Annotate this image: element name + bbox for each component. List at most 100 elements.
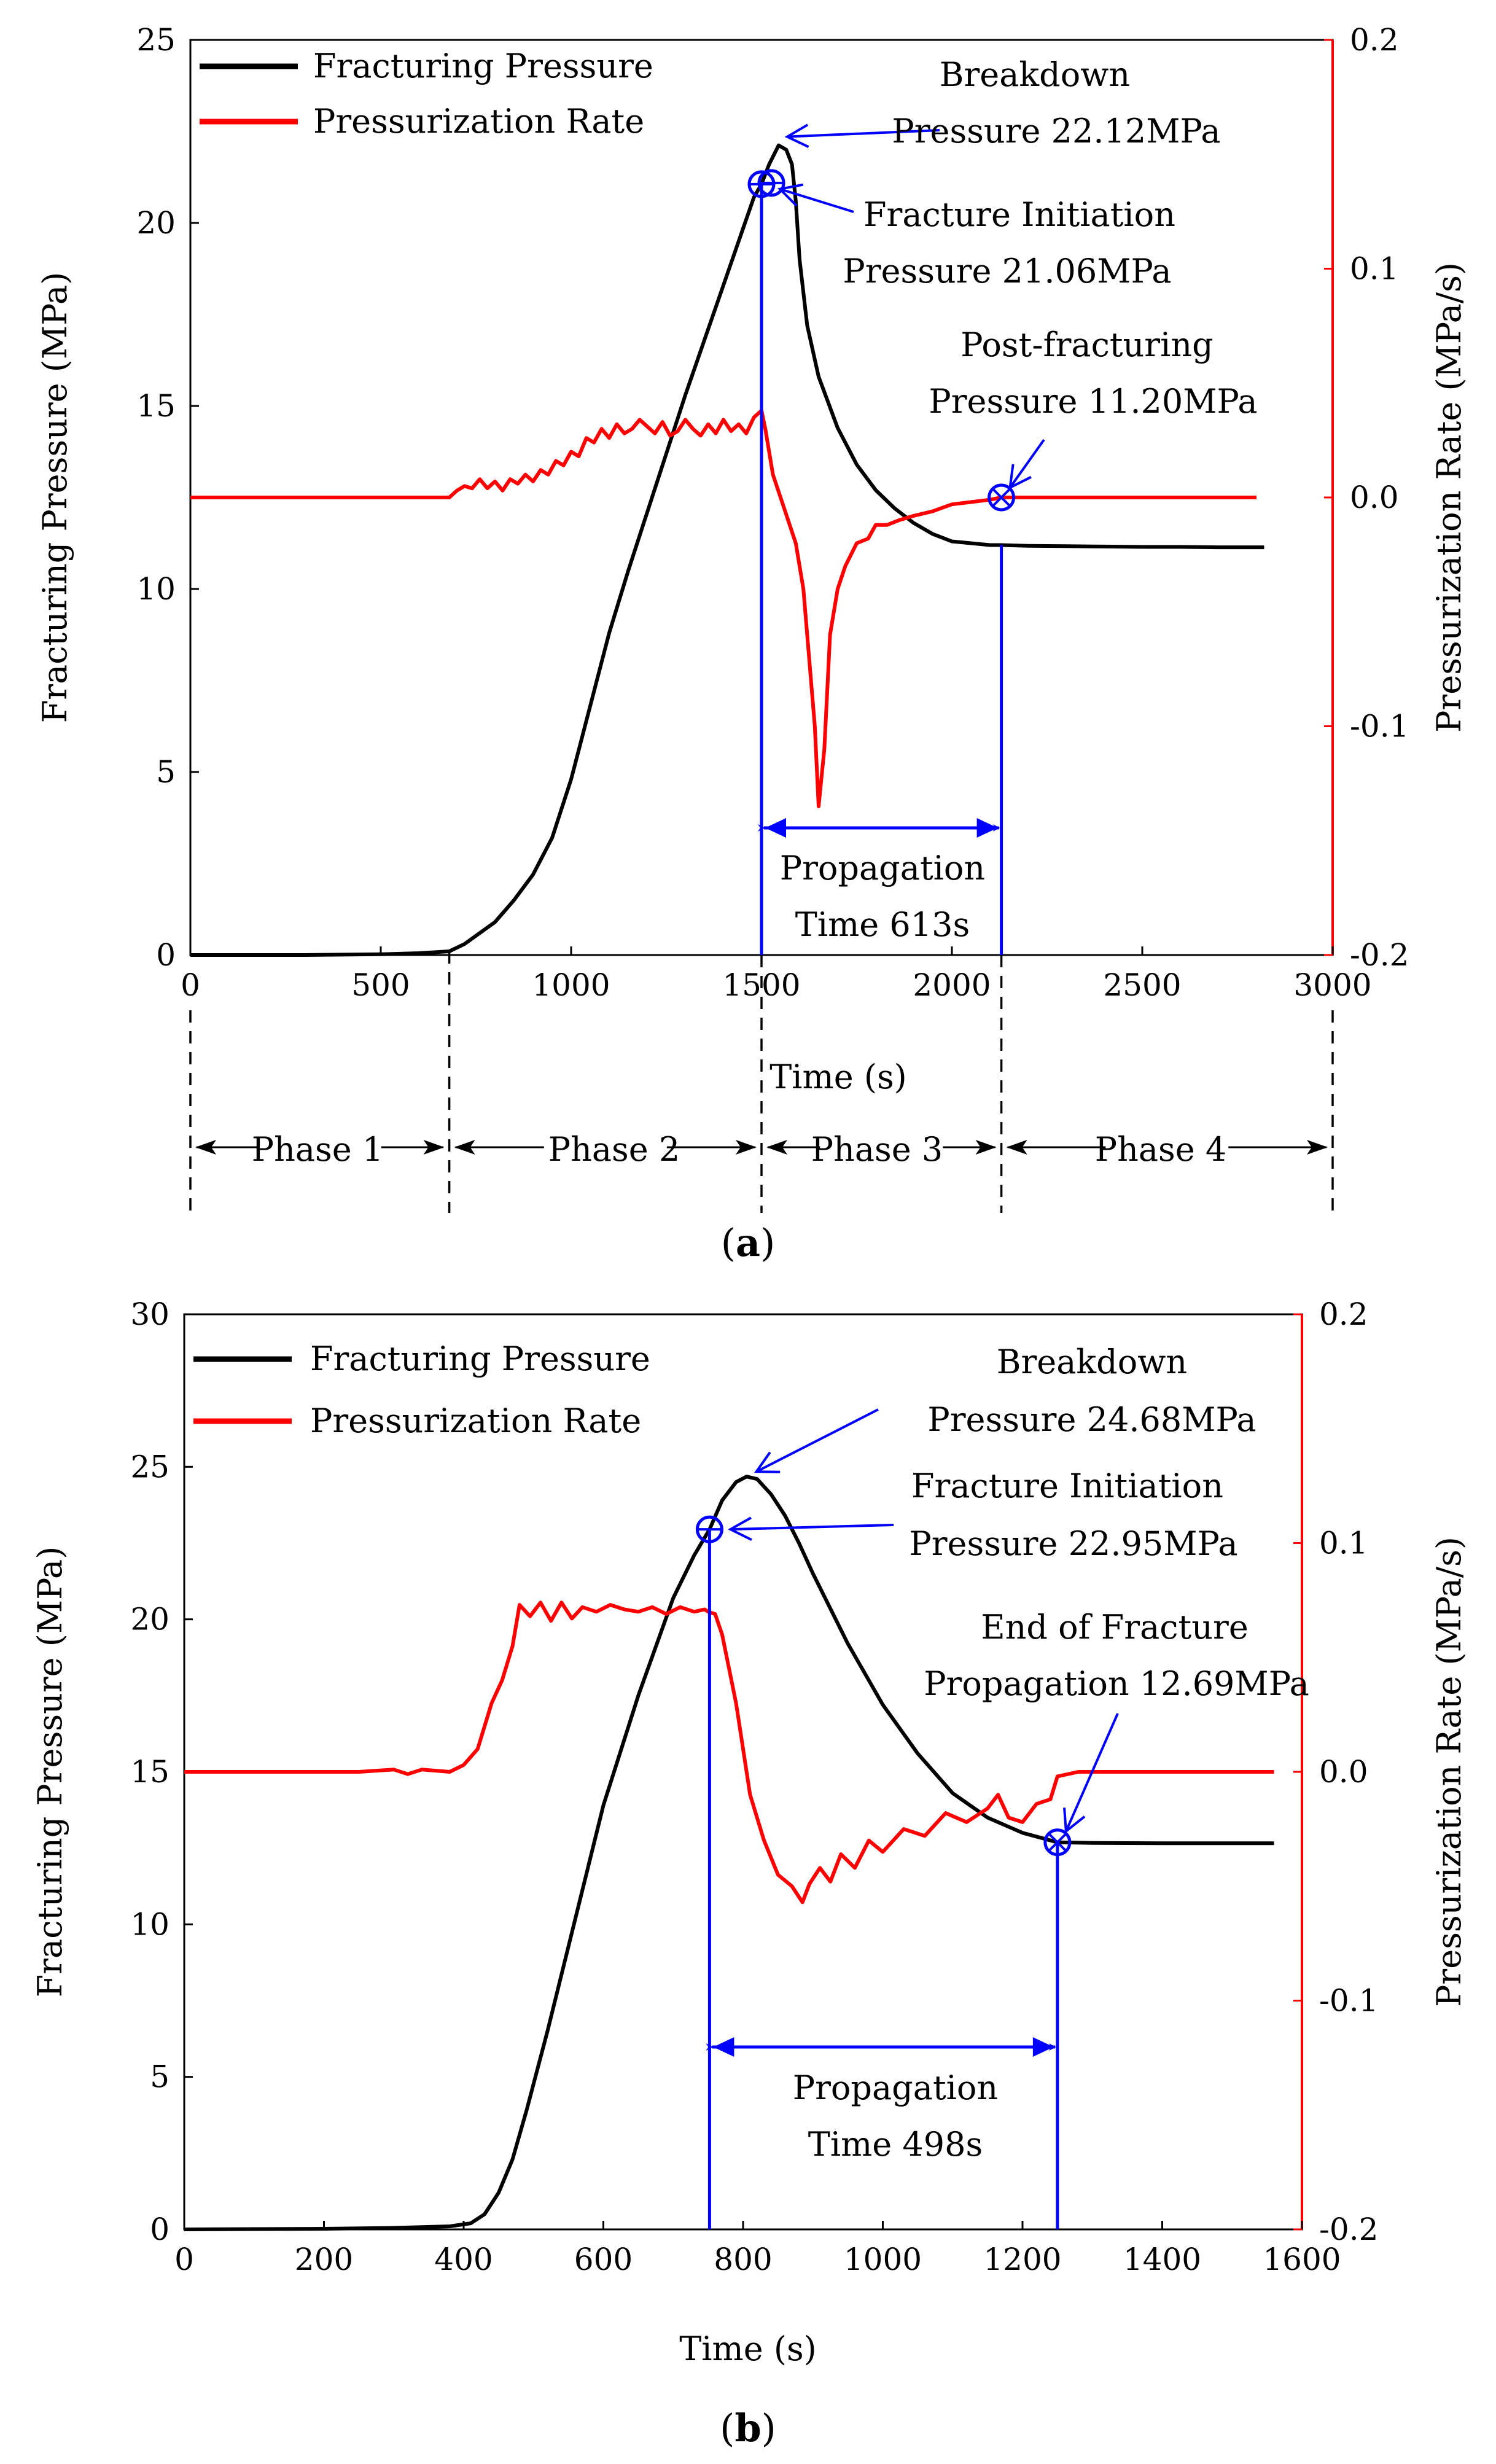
y2-tick-label-a: -0.1 <box>1350 709 1409 744</box>
y2-axis-label-a: Pressurization Rate (MPa/s) <box>1430 262 1468 733</box>
legend-label-pressure-b: Fracturing Pressure <box>310 1339 650 1378</box>
caption-a: (a) <box>721 1220 776 1265</box>
initiation-pointer-b <box>730 1525 894 1529</box>
x-tick-label-b: 0 <box>174 2242 194 2277</box>
y-axis-label-b: Fracturing Pressure (MPa) <box>31 1546 69 1998</box>
y-axis-label-a: Fracturing Pressure (MPa) <box>36 272 74 723</box>
x-tick-label-a: 500 <box>351 967 410 1003</box>
end-label-line2-b: Propagation 12.69MPa <box>924 1664 1309 1703</box>
pressure-line-a <box>190 143 1264 957</box>
end-marker-b <box>1043 1828 1072 1857</box>
y2-tick-label-b: 0.2 <box>1319 1296 1368 1332</box>
phase-1-label: Phase 1 <box>252 1130 384 1169</box>
y-tick-label-a: 15 <box>136 388 176 424</box>
end-pointer-a <box>1010 439 1045 488</box>
x-tick-label-b: 1000 <box>844 2242 922 2277</box>
x-tick-label-b: 800 <box>714 2242 772 2277</box>
phase-2-label: Phase 2 <box>548 1130 680 1169</box>
end-label-line1-b: End of Fracture <box>981 1608 1249 1647</box>
end-marker-a-cross2 <box>992 488 1011 507</box>
phase-3-label: Phase 3 <box>811 1130 943 1169</box>
panel-b: 0 200 400 600 800 1000 1200 1400 1600 0 5 10 15 20 25 3… <box>31 1296 1468 2450</box>
x-tick-label-a: 2000 <box>913 967 991 1003</box>
breakdown-label-line1-b: Breakdown <box>997 1343 1187 1381</box>
propagation-arrowhead-left-a <box>765 818 786 838</box>
initiation-label-line2-a: Pressure 21.06MPa <box>843 252 1171 290</box>
y2-tick-label-a: -0.2 <box>1350 937 1409 973</box>
y-tick-label-b: 15 <box>130 1754 169 1790</box>
annotations-b <box>695 1408 1119 2229</box>
caption-b: (b) <box>720 2406 776 2450</box>
y2-tick-label-a: 0.1 <box>1350 251 1399 287</box>
x-tick-label-b: 600 <box>574 2242 633 2277</box>
y-tick-label-a: 20 <box>136 205 176 241</box>
y2-tick-label-b: -0.1 <box>1319 1983 1378 2019</box>
x-tick-label-a: 0 <box>181 967 200 1003</box>
x-tick-label-a: 2500 <box>1103 967 1181 1003</box>
rate-line-a <box>190 408 1256 808</box>
y-tick-label-b: 0 <box>150 2212 169 2247</box>
axes-a: 0 500 1000 1500 2000 2500 30000510152025-0.2-0… <box>136 22 1409 1003</box>
series-a <box>190 143 1264 957</box>
y-tick-label-b: 25 <box>130 1449 169 1484</box>
y-tick-label-b: 10 <box>130 1906 169 1942</box>
initiation-label-line2-b: Pressure 22.95MPa <box>909 1524 1237 1563</box>
annotations-a <box>747 130 1045 955</box>
axes-b: 0 200 400 600 800 1000 1200 1400 1600 0 5 10 15 20 25 3… <box>130 1296 1378 2277</box>
breakdown-pointer-a <box>787 130 940 137</box>
x-tick-label-a: 3000 <box>1293 967 1371 1003</box>
end-label-line2-a: Pressure 11.20MPa <box>929 382 1257 421</box>
caption-letter-b: b <box>734 2406 761 2450</box>
initiation-pointer-a <box>780 189 854 213</box>
propagation-label-line1-a: Propagation <box>780 849 985 887</box>
propagation-arrowhead-left-b <box>713 2037 734 2057</box>
end-pointer-b <box>1066 1713 1119 1831</box>
y2-tick-label-b: -0.2 <box>1319 2212 1378 2247</box>
breakdown-pointer-b <box>757 1408 879 1472</box>
x-axis-label-a: Time (s) <box>769 1058 906 1096</box>
y-tick-label-a: 25 <box>136 22 176 58</box>
legend-label-rate-a: Pressurization Rate <box>313 102 644 141</box>
x-tick-label-b: 1200 <box>983 2242 1061 2277</box>
y2-tick-label-a: 0.0 <box>1350 480 1399 515</box>
propagation-label-line2-b: Time 498s <box>808 2125 983 2164</box>
x-tick-label-a: 1000 <box>532 967 610 1003</box>
x-tick-label-b: 1400 <box>1123 2242 1201 2277</box>
rate-line-b <box>184 1600 1274 1905</box>
y-tick-label-b: 20 <box>130 1602 169 1637</box>
y2-axis-label-b: Pressurization Rate (MPa/s) <box>1430 1537 1468 2007</box>
phase-4-label: Phase 4 <box>1095 1130 1227 1169</box>
y2-tick-label-b: 0.0 <box>1319 1754 1368 1790</box>
caption-letter-a: a <box>736 1220 760 1265</box>
breakdown-label-line2-b: Pressure 24.68MPa <box>927 1400 1256 1439</box>
x-axis-label-b: Time (s) <box>679 2329 816 2368</box>
end-marker-b-cross2 <box>1048 1833 1067 1852</box>
end-label-line1-a: Post-fracturing <box>960 326 1213 364</box>
y-tick-label-a: 5 <box>156 754 176 790</box>
legend-label-rate-b: Pressurization Rate <box>310 1402 641 1440</box>
pressure-line-b <box>184 1475 1274 2231</box>
phase-markers <box>189 951 1334 1213</box>
legend-label-pressure-a: Fracturing Pressure <box>313 47 653 85</box>
x-tick-label-b: 400 <box>434 2242 493 2277</box>
y-tick-label-a: 10 <box>136 571 176 607</box>
y-tick-label-a: 0 <box>156 937 176 973</box>
y2-tick-label-b: 0.1 <box>1319 1526 1368 1561</box>
panel-a: 0 500 1000 1500 2000 2500 30000510152025-0.2-0… <box>36 22 1468 1265</box>
initiation-label-line1-b: Fracture Initiation <box>911 1467 1223 1505</box>
propagation-label-line1-b: Propagation <box>793 2068 998 2107</box>
propagation-label-line2-a: Time 613s <box>795 905 970 944</box>
propagation-arrowhead-right-a <box>976 818 998 838</box>
propagation-arrowhead-right-b <box>1032 2037 1054 2057</box>
initiation-label-line1-a: Fracture Initiation <box>863 195 1175 234</box>
end-marker-a <box>988 483 1016 512</box>
breakdown-label-line2-a: Pressure 22.12MPa <box>892 112 1220 150</box>
breakdown-label-line1-a: Breakdown <box>940 55 1130 94</box>
x-tick-label-b: 1600 <box>1263 2242 1341 2277</box>
y2-tick-label-a: 0.2 <box>1350 22 1399 58</box>
series-b <box>184 1475 1274 2231</box>
y-tick-label-b: 30 <box>130 1296 169 1332</box>
y-tick-label-b: 5 <box>150 2059 169 2095</box>
x-tick-label-b: 200 <box>295 2242 353 2277</box>
